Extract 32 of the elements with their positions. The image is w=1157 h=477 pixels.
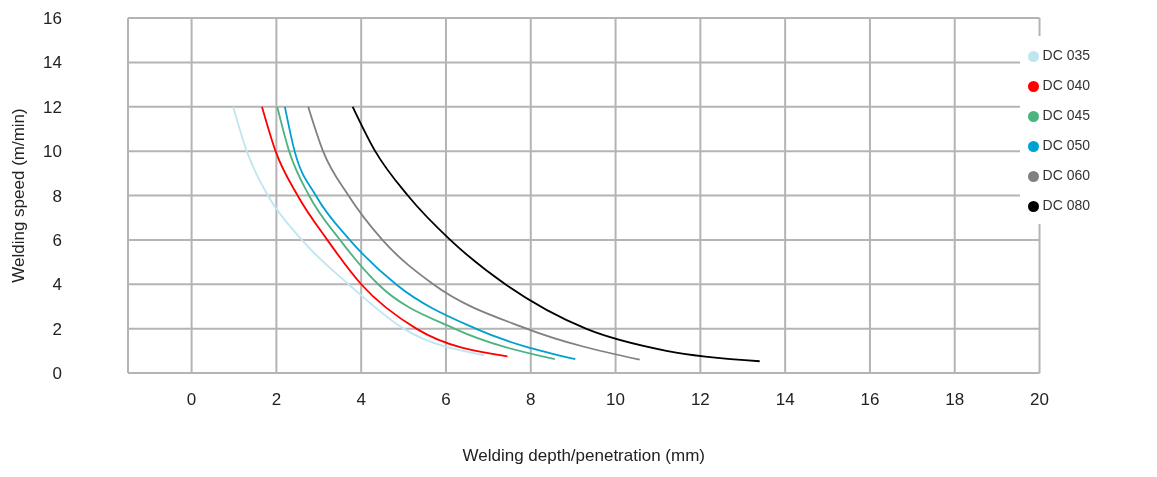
x-tick-label: 4 — [356, 390, 366, 410]
x-tick-label: 12 — [690, 390, 710, 410]
y-tick-label: 8 — [52, 186, 62, 206]
x-tick-label: 0 — [186, 390, 197, 410]
y-tick-label: 10 — [43, 142, 62, 162]
line-series — [307, 105, 641, 361]
legend-label: DC 050 — [1042, 137, 1090, 153]
legend-label: DC 080 — [1042, 197, 1090, 213]
x-tick-label: 14 — [775, 390, 795, 410]
legend-label: DC 045 — [1042, 107, 1090, 123]
x-tick-label: 18 — [945, 390, 965, 410]
y-tick-label: 16 — [43, 9, 62, 29]
x-tick-label: 16 — [860, 390, 880, 410]
x-tick-label: 10 — [606, 390, 626, 410]
y-tick-label: 0 — [52, 364, 62, 384]
legend-label: DC 060 — [1042, 167, 1090, 183]
x-tick-label: 2 — [271, 390, 282, 410]
x-axis-title: Welding depth/penetration (mm) — [462, 446, 706, 465]
y-tick-label: 14 — [43, 53, 62, 73]
legend-label: DC 040 — [1042, 77, 1090, 93]
y-axis-title: Welding speed (m/min) — [9, 108, 29, 283]
line-series — [261, 105, 509, 358]
line-series — [232, 105, 486, 357]
y-tick-label: 2 — [52, 319, 62, 339]
y-tick-label: 12 — [43, 97, 62, 117]
x-tick-label: 6 — [441, 390, 451, 410]
legend-label: DC 035 — [1042, 47, 1090, 63]
x-tick-label: 8 — [526, 390, 536, 410]
line-series — [351, 105, 761, 363]
x-tick-label: 20 — [1030, 390, 1049, 410]
y-tick-label: 6 — [52, 230, 62, 250]
y-tick-label: 4 — [52, 275, 62, 295]
